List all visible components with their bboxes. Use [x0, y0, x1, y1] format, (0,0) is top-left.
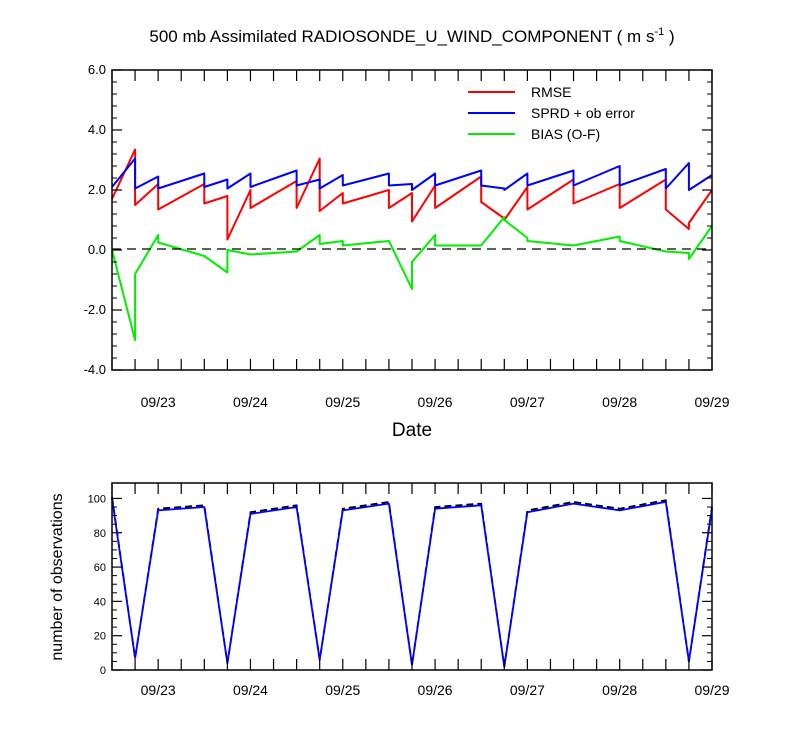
- top-plot-frame: [111, 69, 713, 371]
- series-line-possible: [111, 496, 713, 668]
- y-tick-label: 20: [94, 631, 106, 643]
- x-tick-label: 09/28: [602, 394, 637, 410]
- y-tick-label: 0.0: [88, 242, 106, 257]
- legend-label: SPRD + ob error: [531, 105, 635, 121]
- y-tick-label: 2.0: [88, 182, 106, 197]
- y-tick-label: -2.0: [84, 302, 106, 317]
- y-tick-label: 4.0: [88, 122, 106, 137]
- x-tick-label: 09/23: [141, 682, 176, 698]
- x-tick-label: 09/25: [325, 394, 360, 410]
- y-tick-label: -4.0: [84, 362, 106, 377]
- y-tick-label: 60: [94, 562, 106, 574]
- title-main: 500 mb Assimilated RADIOSONDE_U_WIND_COM…: [149, 27, 654, 46]
- x-tick-label: 09/28: [602, 682, 637, 698]
- bottom-y-axis-label: number of observations: [49, 493, 66, 660]
- x-tick-label: 09/27: [510, 394, 545, 410]
- x-tick-label: 09/29: [694, 394, 729, 410]
- top-chart-title: 500 mb Assimilated RADIOSONDE_U_WIND_COM…: [149, 26, 674, 46]
- y-tick-label: 6.0: [88, 62, 106, 77]
- y-tick-label: 40: [94, 596, 106, 608]
- x-tick-label: 09/24: [233, 682, 268, 698]
- x-tick-label: 09/27: [510, 682, 545, 698]
- top-chart-panel: -4.0 -2.0 0.0 2.0 4.0 6.0 09/23 09/24 09/25 09/2…: [84, 62, 730, 441]
- x-tick-label: 09/23: [141, 394, 176, 410]
- legend: RMSE SPRD + ob error BIAS (O-F): [468, 84, 635, 142]
- bottom-plot-frame: [111, 482, 713, 671]
- x-tick-label: 09/24: [233, 394, 268, 410]
- x-tick-label: 09/25: [325, 682, 360, 698]
- x-tick-label: 09/29: [694, 682, 729, 698]
- y-tick-label: 0: [100, 665, 106, 677]
- title-superscript: -1: [654, 26, 664, 38]
- series-line-sprd-ob-error: [111, 157, 713, 191]
- series-line-bias-o-f: [111, 216, 713, 341]
- legend-label: RMSE: [531, 84, 571, 100]
- x-tick-label: 09/26: [418, 394, 453, 410]
- series-line-used: [111, 498, 713, 668]
- legend-label: BIAS (O-F): [531, 126, 600, 142]
- title-tail: ): [664, 27, 674, 46]
- y-tick-label: 100: [88, 493, 106, 505]
- top-x-axis-label: Date: [392, 420, 432, 441]
- y-tick-label: 80: [94, 528, 106, 540]
- bottom-chart-panel: 0 20 40 60 80 100 09/23 09/24 09/25 09/26 09/27 09…: [49, 482, 730, 698]
- series-line-rmse: [111, 148, 713, 241]
- x-tick-label: 09/26: [418, 682, 453, 698]
